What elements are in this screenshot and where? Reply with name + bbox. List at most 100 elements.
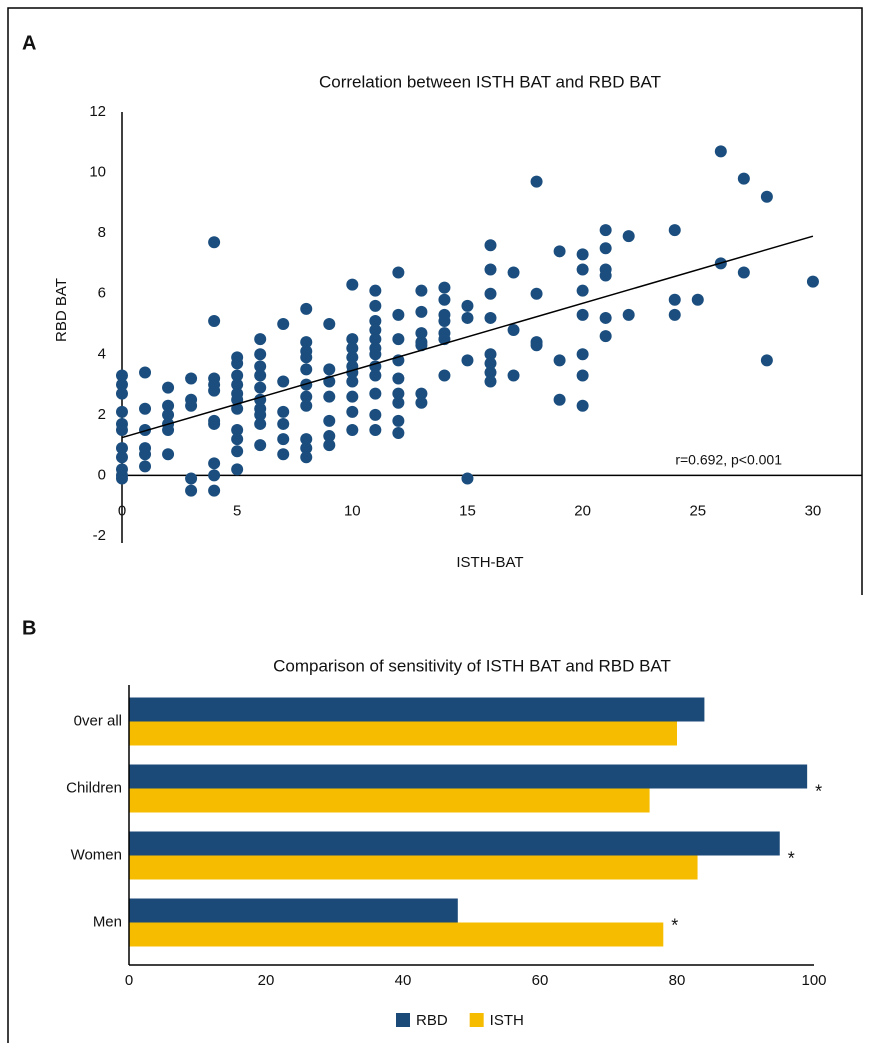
significance-marker: *: [788, 848, 795, 868]
point: [484, 375, 497, 388]
bar: [129, 788, 650, 813]
x-axis-label: ISTH-BAT: [456, 554, 523, 571]
point: [576, 248, 589, 261]
x-tick-label: 5: [233, 502, 241, 519]
point: [392, 308, 405, 321]
bar: [129, 922, 664, 947]
point: [369, 299, 382, 312]
point: [300, 399, 313, 412]
bar: [129, 898, 458, 923]
panel-label: B: [22, 617, 36, 639]
point: [415, 396, 428, 409]
point: [461, 311, 474, 324]
point: [254, 417, 267, 430]
point: [369, 408, 382, 421]
point: [323, 363, 336, 376]
y-tick-label: 10: [89, 164, 106, 181]
y-tick-label: 4: [98, 345, 106, 362]
point: [208, 469, 221, 482]
point: [185, 484, 198, 497]
point: [461, 354, 474, 367]
point: [507, 369, 520, 382]
legend-label: RBD: [416, 1012, 448, 1029]
point: [300, 351, 313, 364]
point: [507, 324, 520, 337]
point: [346, 351, 359, 364]
point: [576, 369, 589, 382]
point: [208, 236, 221, 249]
point: [254, 408, 267, 421]
bar: [129, 697, 705, 722]
point: [116, 424, 128, 436]
chart-title: Comparison of sensitivity of ISTH BAT an…: [273, 656, 671, 675]
point: [392, 427, 405, 440]
point: [392, 396, 405, 409]
point: [599, 242, 612, 255]
x-tick-label: 15: [459, 502, 476, 519]
point: [622, 230, 635, 243]
point: [116, 378, 128, 391]
point: [323, 430, 336, 443]
point: [277, 417, 290, 430]
point: [415, 305, 428, 318]
y-tick-label: 8: [98, 224, 106, 241]
point: [162, 448, 175, 461]
point: [139, 460, 152, 473]
point: [553, 354, 566, 367]
point: [208, 314, 221, 327]
y-tick-label: 12: [89, 103, 106, 120]
point: [162, 381, 175, 394]
point: [668, 308, 681, 321]
point: [323, 390, 336, 403]
point: [392, 387, 405, 400]
x-tick-label: 60: [532, 972, 549, 989]
significance-marker: *: [815, 781, 822, 801]
point: [185, 399, 198, 412]
point: [231, 369, 244, 382]
point: [760, 354, 773, 367]
point: [208, 417, 221, 430]
point: [300, 302, 313, 315]
y-tick-label: 0: [98, 466, 106, 483]
point: [392, 266, 405, 279]
point: [622, 308, 635, 321]
point: [185, 472, 198, 485]
point: [300, 442, 313, 455]
point: [461, 472, 474, 485]
legend-swatch: [469, 1013, 484, 1027]
point: [760, 190, 773, 203]
point: [139, 448, 152, 461]
point: [116, 472, 128, 485]
point: [553, 393, 566, 406]
point: [576, 284, 589, 297]
point: [484, 357, 497, 370]
point: [369, 348, 382, 361]
point: [139, 424, 152, 436]
point: [300, 451, 313, 464]
point: [162, 399, 175, 412]
point: [599, 311, 612, 324]
point: [530, 175, 543, 188]
bar: [129, 721, 677, 746]
point: [484, 366, 497, 379]
point: [806, 275, 819, 288]
point: [346, 405, 359, 418]
point: [415, 284, 428, 297]
point: [162, 408, 175, 421]
point: [254, 348, 267, 361]
point: [553, 245, 566, 258]
point: [484, 263, 497, 276]
point: [392, 372, 405, 385]
point: [323, 318, 336, 330]
point: [576, 348, 589, 361]
point: [277, 318, 290, 330]
point: [277, 448, 290, 461]
point: [415, 387, 428, 400]
point: [369, 424, 382, 436]
point: [737, 266, 750, 279]
point: [116, 442, 128, 455]
chart-title: Correlation between ISTH BAT and RBD BAT: [319, 72, 661, 91]
x-tick-label: 25: [689, 502, 706, 519]
bar: [129, 855, 698, 880]
point: [162, 424, 175, 436]
